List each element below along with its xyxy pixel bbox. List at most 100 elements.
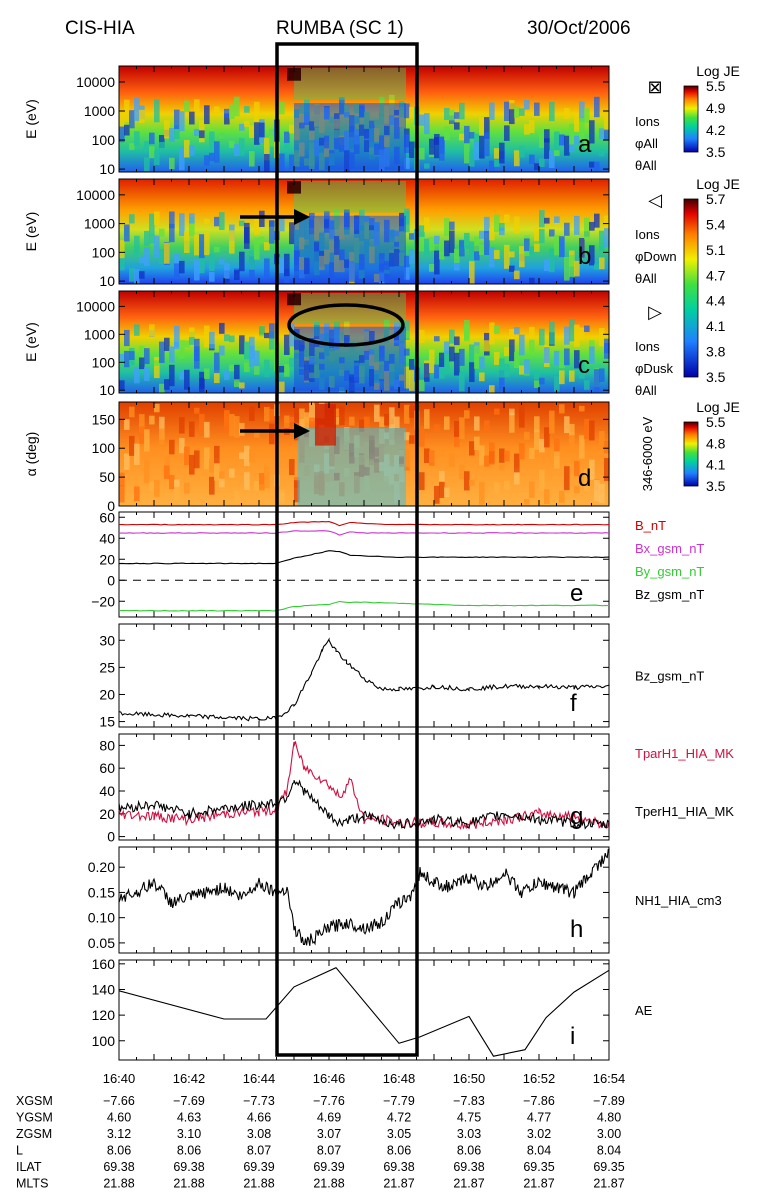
spectrogram-cell xyxy=(529,326,535,338)
ephemeris-table: XGSM −7.66 −7.69 −7.73 −7.76 −7.79 −7.83 −7.86 −… xyxy=(16,1094,625,1191)
spectrogram-cell xyxy=(604,458,610,482)
ephemeris-row-label: ILAT xyxy=(16,1160,42,1174)
y-tick-label: 100 xyxy=(92,440,116,456)
spectrogram-cell xyxy=(279,381,285,393)
spectrogram-cell xyxy=(389,407,395,429)
spectrogram-cell xyxy=(284,364,290,377)
y-axis-label: α (deg) xyxy=(23,432,39,477)
spectrogram-cell xyxy=(514,270,520,280)
spectrogram-cell xyxy=(124,99,130,122)
spectrogram-cell xyxy=(474,436,480,451)
spectrogram-cell xyxy=(489,247,495,268)
ephemeris-value: 69.35 xyxy=(523,1160,554,1174)
spectrogram-cell xyxy=(134,443,140,466)
spectrogram-cell xyxy=(164,120,170,139)
spectrogram-cell xyxy=(459,372,465,392)
spectrogram-cell xyxy=(529,154,535,165)
spectrogram-cell xyxy=(584,325,590,332)
spectrogram-cell xyxy=(139,109,145,124)
spectrogram-cell xyxy=(559,370,565,385)
spectrogram-cell xyxy=(249,151,255,167)
colorbar xyxy=(683,421,699,487)
spectrogram-cell xyxy=(504,214,510,223)
spectrogram-cell xyxy=(554,451,560,469)
y-tick-label: 10000 xyxy=(76,187,115,203)
spectrogram-cell xyxy=(589,245,595,266)
spectrogram-cell xyxy=(184,139,190,158)
y-tick-label: 0 xyxy=(107,498,115,514)
spectrogram-cell xyxy=(434,336,440,342)
spectrogram-cell xyxy=(464,232,470,249)
spectrogram-cell xyxy=(334,416,340,425)
spectrogram-cell xyxy=(574,324,580,347)
spectrogram-cell xyxy=(554,350,560,366)
spectrogram-cell xyxy=(179,417,185,434)
spectrogram-cell xyxy=(454,112,460,119)
y-tick-label: 1000 xyxy=(84,326,115,342)
ephemeris-value: 4.60 xyxy=(107,1111,131,1125)
y-tick-label: −20 xyxy=(91,593,115,609)
spectrogram-cell xyxy=(254,122,260,145)
spectrogram-cell xyxy=(244,120,250,127)
spectrogram-cell xyxy=(514,106,520,118)
spectrogram-cell xyxy=(214,106,220,113)
spectrogram-cell xyxy=(189,331,195,345)
y-axis-label: E (eV) xyxy=(23,99,39,139)
y-tick-label: 20 xyxy=(99,806,115,822)
spectrogram-cell xyxy=(534,163,540,171)
spectrogram-cell xyxy=(584,468,590,492)
spectrogram-cell xyxy=(584,418,590,440)
spectrogram-cell xyxy=(189,454,195,475)
date-label: 30/Oct/2006 xyxy=(527,18,631,39)
spectrogram-cell xyxy=(159,341,165,364)
spectrogram-cell xyxy=(154,356,160,379)
spectrogram-cell xyxy=(204,218,210,225)
spectrogram-cell xyxy=(474,345,480,369)
spectrogram-cell xyxy=(494,482,500,494)
spectrogram-cell xyxy=(484,340,490,352)
spectrogram-label: φDusk xyxy=(635,361,674,376)
spectrogram-cell xyxy=(364,416,370,439)
y-tick-label: 0.10 xyxy=(88,910,115,926)
x-tick-label: 16:44 xyxy=(243,1071,276,1086)
spectrogram-cell xyxy=(169,439,175,455)
spectrogram-cell xyxy=(289,323,295,347)
spectrogram-cell xyxy=(174,253,180,269)
spectrogram-cell xyxy=(219,345,225,356)
spectrogram-cell xyxy=(539,469,545,492)
panel-frame xyxy=(118,623,610,728)
spectrogram-cell xyxy=(349,416,355,426)
y-tick-label: 15 xyxy=(99,714,115,730)
mission-label: RUMBA (SC 1) xyxy=(276,18,404,39)
spectrogram-cell xyxy=(409,406,415,418)
y-tick-label: 60 xyxy=(99,760,115,776)
spectrogram-cell xyxy=(144,348,150,365)
spectrogram-cell xyxy=(119,354,125,361)
spectrogram-cell xyxy=(529,448,535,459)
y-tick-label: 40 xyxy=(99,530,115,546)
spectrogram-cell xyxy=(519,145,525,158)
spectrogram-cell xyxy=(159,428,165,445)
spectrogram-cell xyxy=(149,213,155,236)
spectrogram-cell xyxy=(554,235,560,256)
spectrogram-cell xyxy=(234,364,240,382)
spectrogram-cell xyxy=(249,449,255,463)
spectrogram-cell xyxy=(554,131,560,155)
spectrogram-cell xyxy=(494,325,500,334)
spectrogram-cell xyxy=(509,100,515,110)
ephemeris-value: 8.06 xyxy=(107,1144,131,1158)
ephemeris-value: 21.88 xyxy=(103,1177,134,1191)
energy-range-label: 346-6000 eV xyxy=(640,416,655,491)
spectrogram-cell xyxy=(174,325,180,347)
spectrogram-cell xyxy=(234,379,240,388)
spectrogram-event-cold xyxy=(294,215,406,282)
ephemeris-value: 4.72 xyxy=(387,1111,411,1125)
spectrogram-cell xyxy=(404,103,410,119)
spectrogram-cell xyxy=(449,452,455,467)
spectrogram-cell xyxy=(604,113,610,131)
spectrogram-event-peak xyxy=(287,68,301,81)
spectrogram-cell xyxy=(384,413,390,426)
spectrogram-cell xyxy=(484,216,490,234)
spectrogram-cell xyxy=(139,357,145,370)
spectrogram-cell xyxy=(454,352,460,376)
